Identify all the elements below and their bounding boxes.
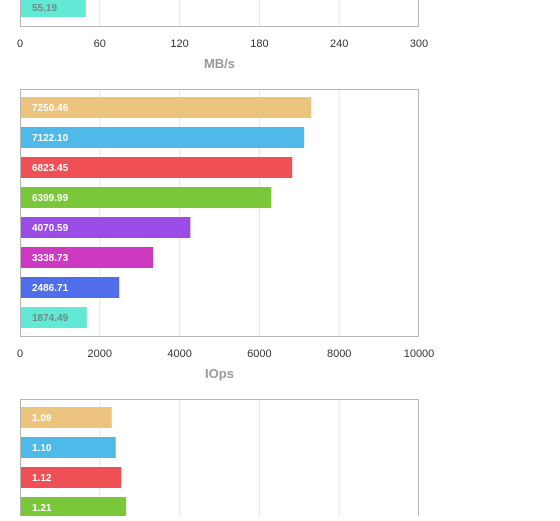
chart-1-bar-value-label: 3338.73: [32, 253, 69, 264]
chart-1-bar-value-label: 7122.10: [32, 133, 69, 144]
chart-2-frame: [20, 399, 419, 521]
chart-2-bar-value-label: 1.09: [32, 413, 52, 424]
chart-0-frame: [20, 0, 419, 27]
chart-1-x-axis-label: IOps: [205, 366, 234, 381]
chart-1-bar-value-label: 7250.46: [32, 103, 69, 114]
chart-0-bar: [21, 0, 86, 17]
chart-1-bar-value-label: 2486.71: [32, 283, 69, 294]
chart-2-bar-value-label: 1.10: [32, 443, 52, 454]
chart-1-bar: [21, 307, 87, 328]
chart-1-bar: [21, 247, 154, 268]
chart-1-tick-label: 0: [17, 348, 23, 360]
chart-1-bar-value-label: 6823.45: [32, 163, 69, 174]
chart-1-bar: [21, 157, 293, 178]
chart-1-bar: [21, 217, 191, 238]
chart-0-bar-value-label: 55.19: [32, 3, 57, 14]
chart-1-tick-label: 2000: [88, 348, 112, 360]
chart-2-bar-value-label: 1.12: [32, 473, 52, 484]
chart-2-bar: [21, 437, 116, 458]
chart-1-tick-label: 6000: [247, 348, 271, 360]
chart-0-tick-label: 180: [250, 38, 268, 50]
chart-1-tick-label: 4000: [167, 348, 191, 360]
chart-1-frame: [20, 89, 419, 337]
chart-0-tick-label: 0: [17, 38, 23, 50]
chart-0-tick-label: 120: [170, 38, 188, 50]
chart-1-tick-label: 10000: [404, 348, 435, 360]
chart-1-bar: [21, 97, 312, 118]
chart-1-bar-value-label: 6399.99: [32, 193, 69, 204]
chart-1-bar: [21, 277, 120, 298]
chart-0-tick-label: 60: [94, 38, 106, 50]
chart-0-tick-label: 300: [410, 38, 428, 50]
chart-2-bar: [21, 407, 112, 428]
chart-2-bar-value-label: 1.21: [32, 503, 52, 514]
chart-2-bar: [21, 497, 127, 518]
chart-1-tick-label: 8000: [327, 348, 351, 360]
chart-1-bar: [21, 127, 305, 148]
chart-1-bar: [21, 187, 272, 208]
chart-1-bar-value-label: 1874.49: [32, 313, 69, 324]
chart-0-tick-label: 240: [330, 38, 348, 50]
chart-1-bar-value-label: 4070.59: [32, 223, 69, 234]
chart-2-bar: [21, 467, 122, 488]
chart-0-x-axis-label: MB/s: [204, 56, 235, 71]
